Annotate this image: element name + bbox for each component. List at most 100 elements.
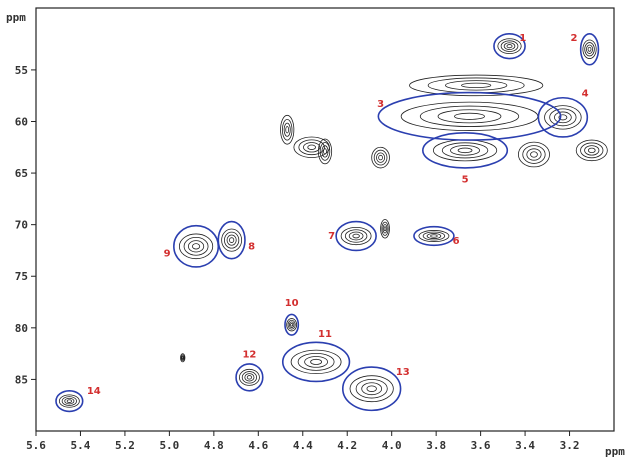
peak-number-label: 8: [248, 241, 255, 252]
contour-line: [304, 356, 329, 368]
contour-peak: [280, 114, 295, 145]
contour-line: [518, 141, 550, 168]
contour-line: [187, 240, 205, 253]
contour-line: [307, 144, 316, 150]
plot-frame: [35, 7, 615, 432]
contour-line: [383, 226, 387, 232]
contour-peak: [497, 38, 522, 55]
contour-line: [441, 142, 489, 159]
peak-circle: [579, 32, 600, 66]
peak-circle: [422, 132, 509, 169]
x-tick-label: 3.2: [560, 439, 580, 452]
contour-line: [323, 148, 327, 155]
contour-line: [290, 322, 294, 327]
contour-peak: [518, 141, 550, 168]
contour-line: [349, 375, 394, 403]
contour-peak: [317, 138, 333, 165]
contour-line: [544, 105, 582, 130]
peak-number-label: 1: [519, 33, 526, 44]
contour-line: [584, 145, 600, 156]
peak-circle: [377, 91, 562, 141]
contour-line: [229, 237, 235, 243]
peak-circle: [537, 96, 589, 138]
contour-peak: [544, 105, 582, 130]
contour-line: [180, 354, 185, 362]
contour-line: [355, 378, 388, 399]
peak-circle: [55, 389, 84, 413]
contour-line: [506, 44, 513, 49]
contour-line: [246, 375, 253, 380]
contour-line: [283, 122, 291, 137]
contour-line: [66, 399, 72, 403]
contour-line: [497, 38, 522, 55]
peak-number-label: 7: [328, 231, 335, 242]
contour-line: [181, 356, 184, 360]
contour-line: [382, 224, 388, 234]
peak-number-label: 9: [164, 249, 171, 260]
contour-line: [371, 146, 390, 169]
contour-line: [224, 231, 240, 249]
contour-line: [310, 358, 323, 365]
x-axis-unit-label: ppm: [605, 445, 625, 458]
contour-line: [287, 319, 296, 330]
contour-line: [286, 318, 298, 332]
contour-line: [226, 234, 237, 246]
contour-peak: [178, 233, 214, 260]
contour-peak: [286, 318, 298, 332]
contour-layer: [58, 38, 608, 408]
peak-number-label: 14: [87, 386, 101, 397]
contour-line: [244, 373, 255, 382]
annotation-circle-layer: [55, 32, 600, 413]
x-tick-label: 4.8: [204, 439, 224, 452]
contour-line: [361, 382, 383, 396]
x-tick-label: 3.6: [471, 439, 491, 452]
contour-line: [303, 142, 321, 153]
contour-line: [554, 111, 572, 124]
peak-number-label: 5: [462, 174, 469, 185]
peak-number-label: 2: [571, 33, 578, 44]
peak-circle: [341, 366, 402, 412]
contour-line: [61, 396, 77, 406]
contour-line: [321, 145, 329, 158]
contour-line: [344, 229, 368, 243]
peak-number-label: 3: [377, 99, 384, 110]
contour-line: [549, 108, 577, 127]
contour-line: [376, 152, 386, 163]
contour-line: [587, 46, 592, 52]
contour-line: [580, 142, 604, 159]
contour-line: [526, 148, 542, 161]
contour-peak: [409, 74, 544, 97]
contour-line: [426, 233, 442, 239]
x-tick-label: 5.4: [71, 439, 91, 452]
contour-line: [319, 142, 331, 161]
contour-peak: [340, 226, 372, 246]
tick-layer: 5.6 5.4 5.2 5.0 4.8 4.6 4.4 4.2 4.0 3.8 3.6 3.4 3.2 5…: [15, 64, 580, 452]
peak-number-label: 11: [318, 329, 332, 340]
contour-line: [575, 139, 608, 162]
contour-line: [380, 219, 390, 239]
contour-peak: [418, 230, 450, 242]
contour-line: [352, 233, 360, 239]
contour-peak: [575, 139, 608, 162]
y-tick-label: 85: [15, 373, 28, 386]
contour-line: [297, 353, 335, 371]
contour-line: [191, 243, 201, 250]
contour-line: [586, 44, 594, 54]
contour-line: [280, 114, 295, 145]
contour-line: [285, 126, 290, 134]
contour-peak: [371, 146, 390, 169]
peak-circle: [284, 313, 300, 336]
contour-line: [366, 385, 377, 392]
contour-line: [530, 151, 538, 158]
contour-line: [241, 371, 258, 384]
contour-line: [221, 228, 243, 252]
contour-line: [457, 147, 473, 154]
contour-line: [381, 221, 389, 236]
contour-peak: [582, 39, 597, 59]
y-tick-label: 65: [15, 167, 28, 180]
contour-line: [298, 139, 325, 156]
contour-line: [180, 353, 186, 363]
y-tick-label: 80: [15, 322, 28, 335]
